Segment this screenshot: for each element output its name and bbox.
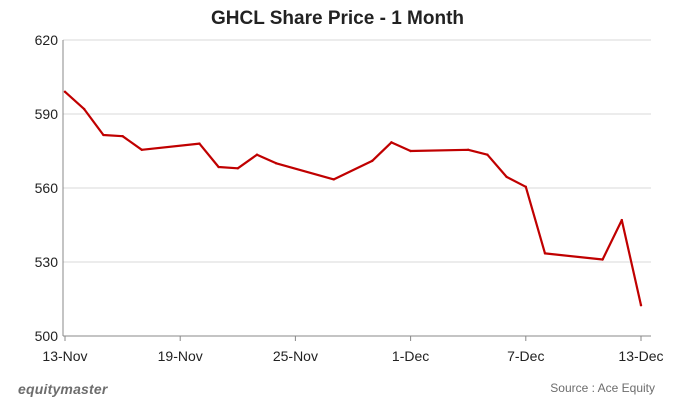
x-tick-label: 13-Dec xyxy=(618,348,663,364)
brand-logo-text: equitymaster xyxy=(18,381,108,397)
data-point xyxy=(486,153,489,156)
x-tick-label: 13-Nov xyxy=(42,348,87,364)
series-line xyxy=(63,90,643,307)
y-tick-label: 530 xyxy=(35,254,59,270)
x-tick-label: 19-Nov xyxy=(158,348,203,364)
data-point xyxy=(524,185,527,188)
data-point xyxy=(467,148,470,151)
y-tick-label: 620 xyxy=(35,32,59,48)
data-point xyxy=(505,175,508,179)
data-point xyxy=(332,178,335,181)
series-layer xyxy=(63,90,643,307)
tick-labels: 500 530 560 590 620 13-Nov 19-Nov 25-Nov 1-Dec 7-… xyxy=(35,32,664,364)
gridlines xyxy=(63,39,651,263)
axes xyxy=(62,40,651,341)
data-point xyxy=(371,159,374,163)
x-tick-label: 25-Nov xyxy=(273,348,318,364)
y-tick-label: 590 xyxy=(35,106,59,122)
data-point xyxy=(121,135,124,138)
data-point xyxy=(198,142,201,145)
data-point xyxy=(390,141,393,144)
x-tick-label: 7-Dec xyxy=(507,348,544,364)
data-point xyxy=(63,90,67,94)
data-point xyxy=(620,218,623,222)
data-point xyxy=(275,162,278,165)
data-point xyxy=(639,303,643,307)
chart-title: GHCL Share Price - 1 Month xyxy=(210,8,465,29)
x-tick-label: 1-Dec xyxy=(392,348,429,364)
data-point xyxy=(217,165,220,169)
data-point xyxy=(255,153,259,156)
data-point xyxy=(83,107,86,111)
data-point xyxy=(236,167,239,170)
data-point xyxy=(102,133,105,137)
data-point xyxy=(409,149,412,153)
data-point xyxy=(140,148,143,151)
data-point xyxy=(543,252,547,255)
y-tick-label: 560 xyxy=(35,180,59,196)
y-tick-label: 500 xyxy=(35,328,59,344)
data-point xyxy=(601,258,604,261)
source-note: Source : Ace Equity xyxy=(550,381,655,395)
